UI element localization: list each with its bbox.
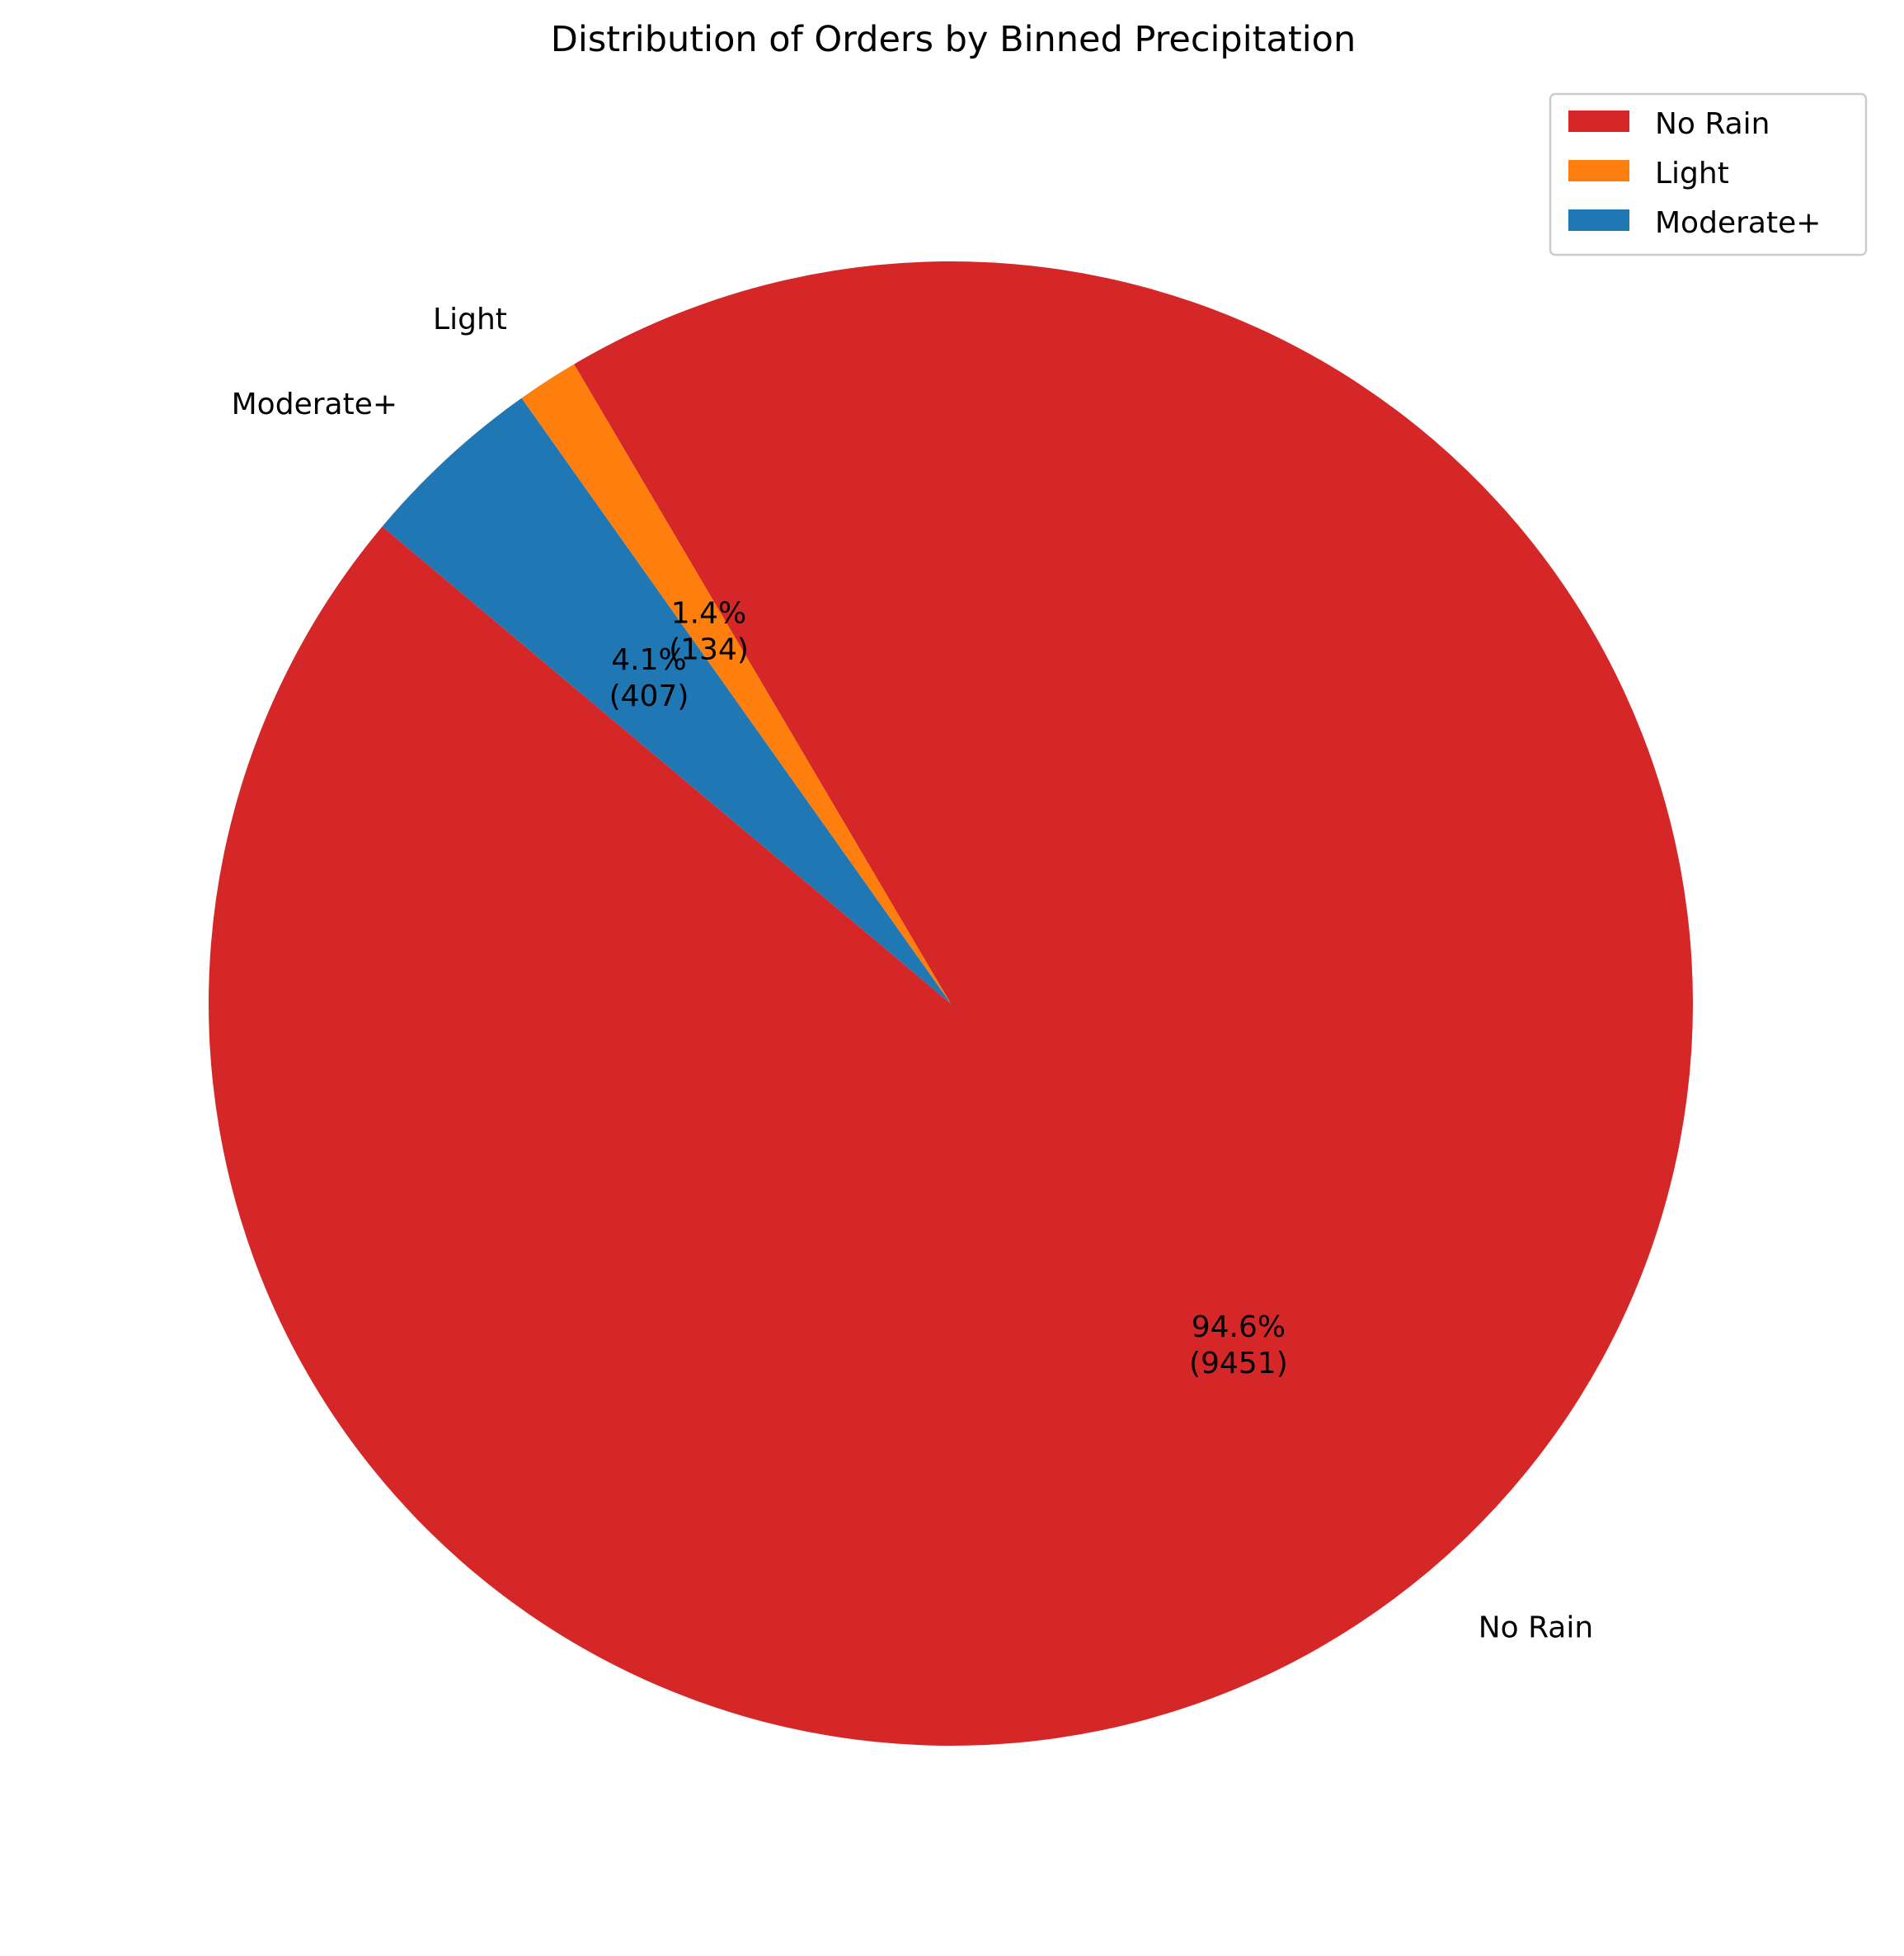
slice-percent-light: 1.4% [671,597,746,631]
slice-percent-moderate: 4.1% [611,643,686,677]
pie-slice-moderate [382,397,951,1004]
pie-slice-no-rain [209,261,1694,1746]
slice-count-no-rain: (9451) [1189,1347,1288,1380]
legend-swatch-light [1568,160,1629,181]
chart-title: Distribution of Orders by Binned Precipi… [551,19,1356,60]
legend-label-light: Light [1655,157,1729,190]
legend-swatch-moderate [1568,209,1629,231]
slice-label-light: Light [433,303,507,336]
slice-count-moderate: (407) [609,679,689,713]
pie-slice-light [521,364,951,1004]
legend-label-no-rain: No Rain [1655,107,1770,141]
slice-label-no-rain: No Rain [1479,1611,1594,1645]
legend: No Rain Light Moderate+ [1549,92,1868,256]
slice-label-moderate: Moderate+ [232,388,397,421]
slice-value-labels: 94.6%(9451) 1.4%(134)4.1%(407) [609,597,1288,1380]
legend-swatch-no-rain [1568,110,1629,132]
slice-category-labels: No Rain Light Moderate+ [232,303,1594,1645]
slice-percent-no-rain: 94.6% [1192,1310,1286,1344]
slice-count-light: (134) [669,633,749,667]
pie-slices [209,261,1694,1746]
legend-label-moderate: Moderate+ [1655,206,1821,240]
